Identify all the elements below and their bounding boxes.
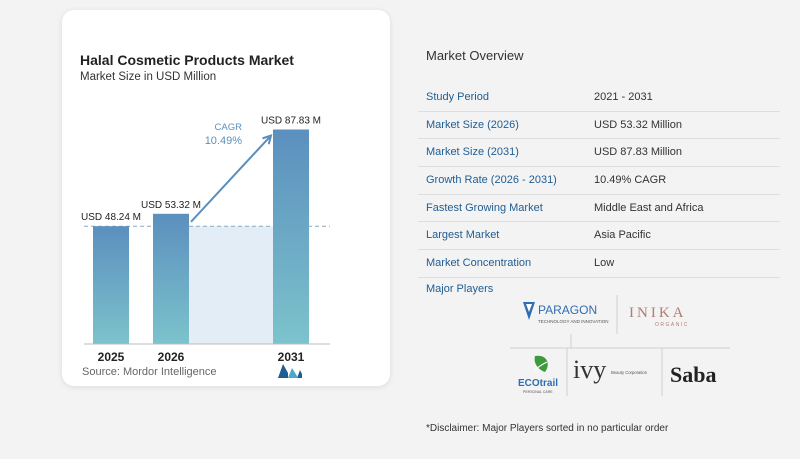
overview-row-label: Market Size (2031) bbox=[426, 146, 519, 159]
overview-row: Largest Market Asia Pacific bbox=[418, 222, 780, 251]
source-note: Source: Mordor Intelligence bbox=[82, 366, 217, 378]
overview-row-label: Fastest Growing Market bbox=[426, 201, 543, 214]
x-tick-label: 2031 bbox=[278, 350, 305, 364]
data-label: USD 53.32 M bbox=[141, 200, 201, 211]
bar-chart: USD 48.24 M 2025 USD 53.32 M 2026 USD 87.83 … bbox=[81, 116, 330, 364]
cagr-label: CAGR bbox=[215, 122, 243, 133]
ecotrail-logo-icon: ECOtrail PERSONAL CARE bbox=[518, 355, 558, 394]
x-tick-label: 2025 bbox=[98, 350, 125, 364]
ivy-logo-name: ivy bbox=[573, 355, 606, 384]
overview-row-label: Largest Market bbox=[426, 229, 500, 242]
overview-row: Market Size (2026) USD 53.32 Million bbox=[418, 112, 780, 140]
ivy-logo-sub: Beauty Corporation bbox=[611, 370, 648, 375]
chart-card: Halal Cosmetic Products Market Market Si… bbox=[62, 10, 390, 386]
market-overview-table: Study Period 2021 - 2031 Market Size (2026… bbox=[418, 84, 780, 278]
ecotrail-logo-name: ECOtrail bbox=[518, 378, 558, 389]
saba-logo-name: Saba bbox=[670, 362, 716, 387]
inika-logo-sub: ORGANIC bbox=[655, 322, 689, 328]
cagr-value: 10.49% bbox=[205, 135, 243, 147]
paragon-logo-icon: PARAGON TECHNOLOGY AND INNOVATION bbox=[523, 302, 609, 324]
ecotrail-logo-sub: PERSONAL CARE bbox=[523, 390, 553, 394]
overview-row-value: 10.49% CAGR bbox=[594, 174, 667, 187]
overview-row: Study Period 2021 - 2031 bbox=[418, 84, 780, 112]
overview-row-value: USD 87.83 Million bbox=[594, 146, 683, 159]
overview-row: Fastest Growing Market Middle East and Af… bbox=[418, 195, 780, 223]
overview-row: Market Size (2031) USD 87.83 Million bbox=[418, 139, 780, 168]
inika-logo-name: INIKA bbox=[629, 305, 687, 321]
paragon-logo-sub: TECHNOLOGY AND INNOVATION bbox=[538, 319, 609, 324]
overview-row: Market Concentration Low bbox=[418, 250, 780, 278]
bar-2026 bbox=[153, 213, 189, 344]
inika-logo-icon: INIKA ORGANIC bbox=[629, 305, 689, 328]
overview-row-value: USD 53.32 Million bbox=[594, 118, 683, 131]
overview-row-value: Asia Pacific bbox=[594, 229, 651, 242]
cagr-arrow-head-icon bbox=[262, 133, 273, 145]
overview-row-value: 2021 - 2031 bbox=[594, 91, 653, 103]
overview-row-label: Study Period bbox=[426, 91, 489, 103]
chart-subtitle: Market Size in USD Million bbox=[80, 71, 217, 83]
overview-row-label: Growth Rate (2026 - 2031) bbox=[426, 174, 557, 187]
chart-title: Halal Cosmetic Products Market bbox=[80, 52, 294, 68]
paragon-logo-name: PARAGON bbox=[538, 303, 597, 317]
overview-row-label: Market Size (2026) bbox=[426, 118, 519, 131]
market-overview-title: Market Overview bbox=[426, 48, 524, 63]
overview-row: Growth Rate (2026 - 2031) 10.49% CAGR bbox=[418, 167, 780, 195]
bar-2031 bbox=[273, 129, 309, 344]
major-players-logos: PARAGON TECHNOLOGY AND INNOVATION INIKA … bbox=[510, 295, 730, 396]
overview-row-label: Market Concentration bbox=[426, 257, 532, 270]
overview-row-value: Middle East and Africa bbox=[594, 201, 704, 214]
disclaimer: *Disclaimer: Major Players sorted in no … bbox=[426, 423, 669, 434]
data-label: USD 87.83 M bbox=[261, 116, 321, 127]
data-label: USD 48.24 M bbox=[81, 212, 141, 223]
overview-row-value: Low bbox=[594, 257, 615, 270]
growth-band bbox=[189, 226, 273, 344]
major-players-title: Major Players bbox=[426, 283, 494, 295]
cagr-arrow-line bbox=[190, 134, 272, 223]
bar-2025 bbox=[93, 226, 129, 344]
x-tick-label: 2026 bbox=[158, 350, 185, 364]
ivy-logo-icon: ivy Beauty Corporation bbox=[573, 355, 648, 384]
saba-logo-icon: Saba bbox=[670, 362, 716, 387]
mordor-logo-icon bbox=[278, 364, 302, 378]
